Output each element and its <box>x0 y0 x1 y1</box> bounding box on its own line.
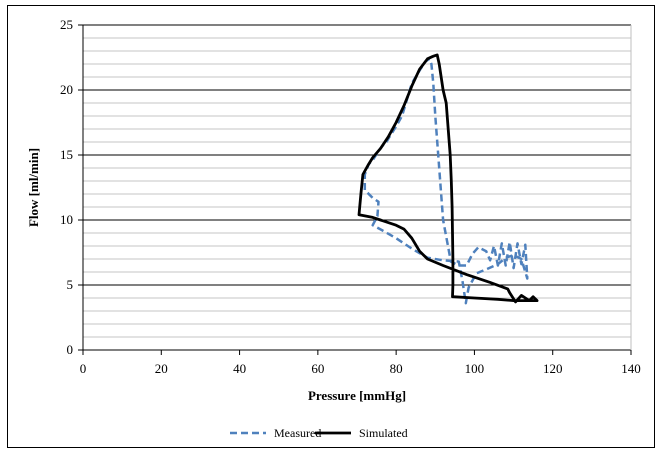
y-axis-title: Flow [ml/min] <box>26 148 41 227</box>
legend-label-measured: Measured <box>274 426 321 440</box>
axes <box>82 25 632 351</box>
x-tick-label: 60 <box>311 361 324 376</box>
legend-label-simulated: Simulated <box>359 426 408 440</box>
chart-frame <box>7 5 655 448</box>
y-tick-label: 10 <box>60 212 73 227</box>
y-tick-label: 0 <box>67 342 74 357</box>
y-tick-label: 20 <box>60 82 73 97</box>
x-tick-label: 140 <box>621 361 641 376</box>
series-group <box>357 53 539 305</box>
y-tick-label: 5 <box>67 277 74 292</box>
legend: Measured Simulated <box>230 426 408 440</box>
x-axis-title: Pressure [mmHg] <box>308 388 406 403</box>
x-tick-labels: 0 20 40 60 80 100 120 140 <box>80 350 641 376</box>
y-tick-label: 15 <box>60 147 73 162</box>
grid-lines <box>83 24 631 338</box>
x-tick-label: 100 <box>465 361 485 376</box>
x-tick-label: 0 <box>80 361 87 376</box>
x-tick-label: 80 <box>390 361 403 376</box>
x-tick-label: 40 <box>233 361 246 376</box>
y-tick-labels: 0 5 10 15 20 25 <box>60 17 83 357</box>
x-tick-label: 20 <box>155 361 168 376</box>
x-tick-label: 120 <box>543 361 563 376</box>
series-line-simulated <box>357 53 539 304</box>
y-tick-label: 25 <box>60 17 73 32</box>
